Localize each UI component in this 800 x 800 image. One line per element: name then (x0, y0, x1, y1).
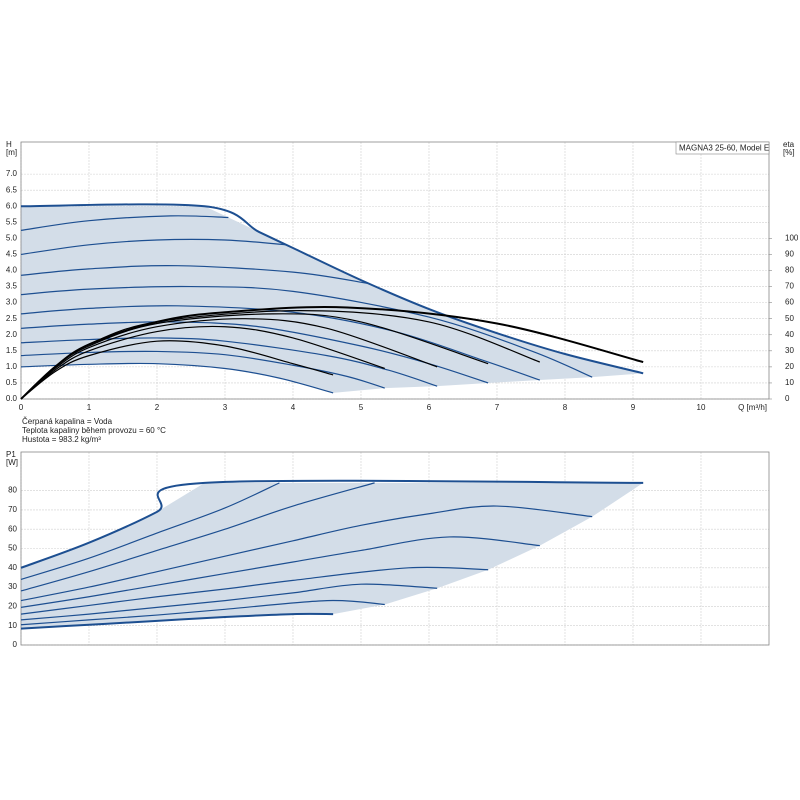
x-tick-label: 4 (291, 403, 296, 412)
note: Teplota kapaliny během provozu = 60 °C (22, 426, 166, 435)
performance-curve (20, 238, 287, 256)
y-tick-label: 0 (13, 640, 18, 649)
performance-curve (20, 362, 334, 394)
x-tick-label: 9 (631, 403, 636, 412)
efficiency-curve (20, 318, 438, 400)
performance-curve (20, 285, 593, 378)
y2-tick-label: 60 (785, 298, 794, 307)
x-tick-label: 8 (563, 403, 568, 412)
performance-curve (20, 203, 644, 375)
y2-axis-label: eta (783, 140, 795, 149)
x-tick-label: 1 (87, 403, 92, 412)
efficiency-curve (20, 305, 644, 400)
y2-tick-label: 90 (785, 250, 794, 259)
y-tick-label: 20 (8, 602, 17, 611)
y2-tick-label: 80 (785, 266, 794, 275)
y-tick-label: 1.5 (6, 346, 18, 355)
x-axis-label: Q [m³/h] (738, 403, 767, 412)
x-tick-label: 2 (155, 403, 160, 412)
performance-curve (20, 350, 385, 389)
y-tick-label: 10 (8, 621, 17, 630)
x-tick-label: 3 (223, 403, 228, 412)
y-axis-unit: [m] (6, 148, 17, 157)
x-tick-label: 0 (19, 403, 24, 412)
y-tick-label: 70 (8, 505, 17, 514)
x-tick-label: 6 (427, 403, 432, 412)
y-tick-label: 3.0 (6, 298, 18, 307)
y-tick-label: 30 (8, 582, 17, 591)
performance-curve (20, 482, 375, 592)
y-tick-label: 80 (8, 486, 17, 495)
note: Čerpaná kapalina = Voda (22, 417, 113, 426)
y-tick-label: 0.0 (6, 394, 18, 403)
y-tick-label: 0.5 (6, 378, 18, 387)
title-box (675, 141, 770, 155)
performance-curve (20, 305, 541, 381)
y2-tick-label: 0 (785, 394, 790, 403)
note: Hustota = 983.2 kg/m³ (22, 435, 101, 444)
y2-tick-label: 20 (785, 362, 794, 371)
plot-frame (20, 451, 770, 646)
y-tick-label: 40 (8, 563, 17, 572)
y-tick-label: 2.0 (6, 330, 18, 339)
y-tick-label: 1.0 (6, 362, 18, 371)
y-tick-label: 2.5 (6, 314, 18, 323)
y2-tick-label: 30 (785, 346, 794, 355)
y-axis-label: P1 (6, 450, 16, 459)
performance-curve (20, 505, 593, 602)
performance-curve (20, 264, 368, 284)
y-tick-label: 6.5 (6, 185, 18, 194)
y-tick-label: 4.0 (6, 266, 18, 275)
y-axis-unit: [W] (6, 458, 18, 467)
efficiency-curve (20, 325, 385, 400)
y2-tick-label: 100 (785, 233, 799, 242)
y-tick-label: 60 (8, 524, 17, 533)
performance-curve (20, 599, 385, 626)
x-tick-label: 7 (495, 403, 500, 412)
chart-title: MAGNA3 25-60, Model E (679, 144, 769, 153)
x-tick-label: 5 (359, 403, 364, 412)
y-tick-label: 6.0 (6, 201, 18, 210)
x-tick-label: 10 (697, 403, 706, 412)
performance-curve (20, 482, 280, 580)
performance-curve (20, 479, 644, 569)
performance-curve (20, 337, 438, 387)
y2-axis-unit: [%] (783, 148, 795, 157)
operating-area (21, 206, 644, 393)
y2-tick-label: 70 (785, 282, 794, 291)
performance-curve (20, 215, 229, 231)
y2-tick-label: 10 (785, 378, 794, 387)
performance-curve (20, 612, 334, 630)
y-tick-label: 7.0 (6, 169, 18, 178)
y-tick-label: 5.5 (6, 217, 18, 226)
y2-tick-label: 50 (785, 314, 794, 323)
y-tick-label: 5.0 (6, 233, 18, 242)
y-tick-label: 4.5 (6, 250, 18, 259)
y-tick-label: 50 (8, 544, 17, 553)
y2-tick-label: 40 (785, 330, 794, 339)
performance-curve (20, 536, 540, 608)
efficiency-curve (20, 340, 334, 400)
y-tick-label: 3.5 (6, 282, 18, 291)
performance-curve (20, 566, 489, 615)
y-axis-label: H (6, 140, 12, 149)
performance-curve (20, 583, 438, 621)
plot-frame (20, 141, 770, 400)
